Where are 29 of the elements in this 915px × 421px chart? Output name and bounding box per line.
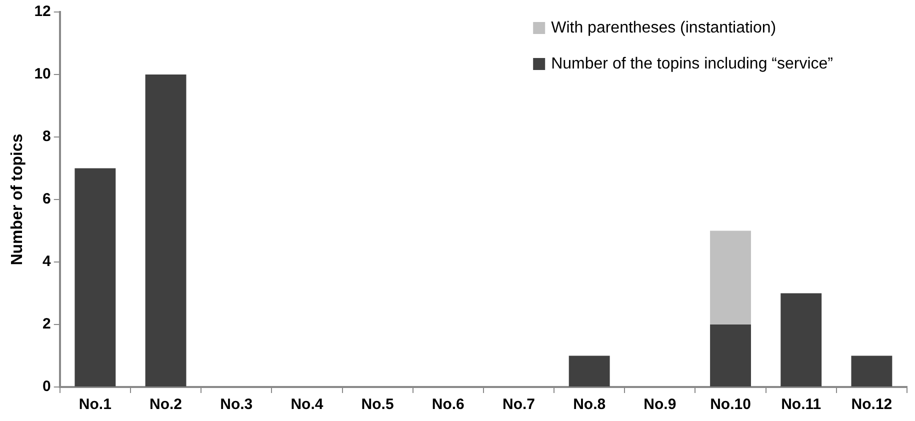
bar [74, 168, 116, 386]
x-tick-label: No.8 [573, 396, 606, 414]
x-tick-label: No.9 [644, 396, 676, 414]
legend-label: With parentheses (instantiation) [551, 19, 776, 36]
y-tick-label: 2 [42, 316, 51, 333]
y-tick-label: 12 [34, 3, 51, 20]
y-axis-title: Number of topics [9, 134, 26, 266]
bar [568, 356, 610, 386]
x-tick-label: No.12 [851, 396, 892, 414]
x-tick-label: No.6 [432, 396, 464, 414]
bar [145, 74, 186, 386]
y-tick-label: 6 [42, 190, 51, 208]
x-tick-label: No.11 [781, 396, 822, 414]
y-tick-label: 10 [34, 66, 51, 83]
y-tick-label: 4 [42, 253, 52, 270]
y-tick-label: 0 [42, 378, 51, 396]
x-tick-label: No.3 [220, 396, 253, 414]
x-tick-label: No.10 [710, 396, 751, 414]
y-tick-label: 8 [42, 128, 51, 146]
bar [851, 356, 892, 386]
x-tick-label: No.7 [502, 396, 535, 414]
bar [710, 230, 751, 324]
x-tick-label: No.2 [150, 396, 182, 414]
x-tick-label: No.4 [290, 396, 324, 414]
x-tick-label: No.1 [78, 396, 112, 414]
x-tick-label: No.5 [361, 396, 394, 414]
legend-label: Number of the topins including “service” [551, 55, 833, 72]
bar [780, 293, 822, 386]
bar [710, 324, 751, 386]
